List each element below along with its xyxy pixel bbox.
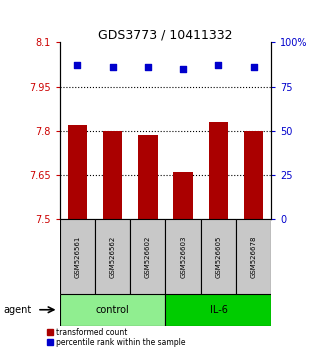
Bar [209, 122, 228, 219]
Bar [95, 219, 130, 294]
Legend: transformed count, percentile rank within the sample: transformed count, percentile rank withi… [44, 325, 188, 350]
Text: agent: agent [3, 305, 31, 315]
Bar [60, 294, 166, 326]
Bar [138, 135, 158, 219]
Point [251, 64, 257, 70]
Point [216, 63, 221, 68]
Point [180, 66, 186, 72]
Point [110, 64, 115, 70]
Bar [201, 219, 236, 294]
Text: GSM526605: GSM526605 [215, 235, 221, 278]
Text: IL-6: IL-6 [210, 305, 227, 315]
Text: GSM526603: GSM526603 [180, 235, 186, 278]
Bar [166, 219, 201, 294]
Text: control: control [96, 305, 129, 315]
Point [74, 63, 80, 68]
Text: GSM526602: GSM526602 [145, 235, 151, 278]
Bar [166, 294, 271, 326]
Text: GSM526678: GSM526678 [251, 235, 257, 278]
Bar [103, 131, 122, 219]
Bar [244, 131, 263, 219]
Text: GSM526561: GSM526561 [74, 235, 80, 278]
Bar [130, 219, 166, 294]
Bar [68, 125, 87, 219]
Point [145, 64, 151, 70]
Bar [236, 219, 271, 294]
Text: GSM526562: GSM526562 [110, 235, 116, 278]
Title: GDS3773 / 10411332: GDS3773 / 10411332 [98, 28, 233, 41]
Bar [60, 219, 95, 294]
Bar [173, 172, 193, 219]
